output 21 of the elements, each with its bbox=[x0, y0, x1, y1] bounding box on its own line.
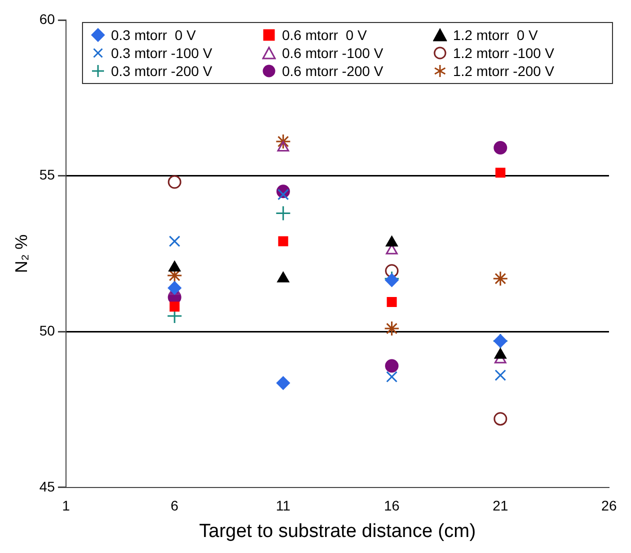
x-tick-label: 21 bbox=[492, 498, 508, 514]
x-tick-label: 26 bbox=[601, 498, 617, 514]
y-tick-label: 60 bbox=[39, 10, 56, 27]
x-axis-title: Target to substrate distance (cm) bbox=[199, 520, 476, 542]
y-tick-label: 50 bbox=[39, 322, 56, 338]
legend-label: 1.2 mtorr 0 V bbox=[453, 27, 538, 43]
legend-label: 0.6 mtorr -200 V bbox=[282, 63, 384, 79]
legend-label: 0.6 mtorr 0 V bbox=[282, 27, 367, 43]
x-tick-label: 16 bbox=[384, 498, 400, 514]
y-axis-title: N₂ % bbox=[12, 234, 31, 274]
legend-label: 0.6 mtorr -100 V bbox=[282, 45, 384, 61]
legend-label: 0.3 mtorr -100 V bbox=[111, 45, 212, 61]
legend-label: 0.3 mtorr 0 V bbox=[111, 27, 196, 43]
legend-label: 1.2 mtorr -100 V bbox=[453, 45, 554, 61]
legend-label: 0.3 mtorr -200 V bbox=[111, 63, 212, 79]
legend-label: 1.2 mtorr -200 V bbox=[453, 63, 554, 79]
x-tick-label: 11 bbox=[276, 498, 291, 514]
y-tick-label: 45 bbox=[39, 478, 56, 494]
x-tick-label: 1 bbox=[62, 498, 70, 514]
x-tick-label: 6 bbox=[170, 498, 179, 514]
y-tick-label: 55 bbox=[39, 166, 56, 183]
